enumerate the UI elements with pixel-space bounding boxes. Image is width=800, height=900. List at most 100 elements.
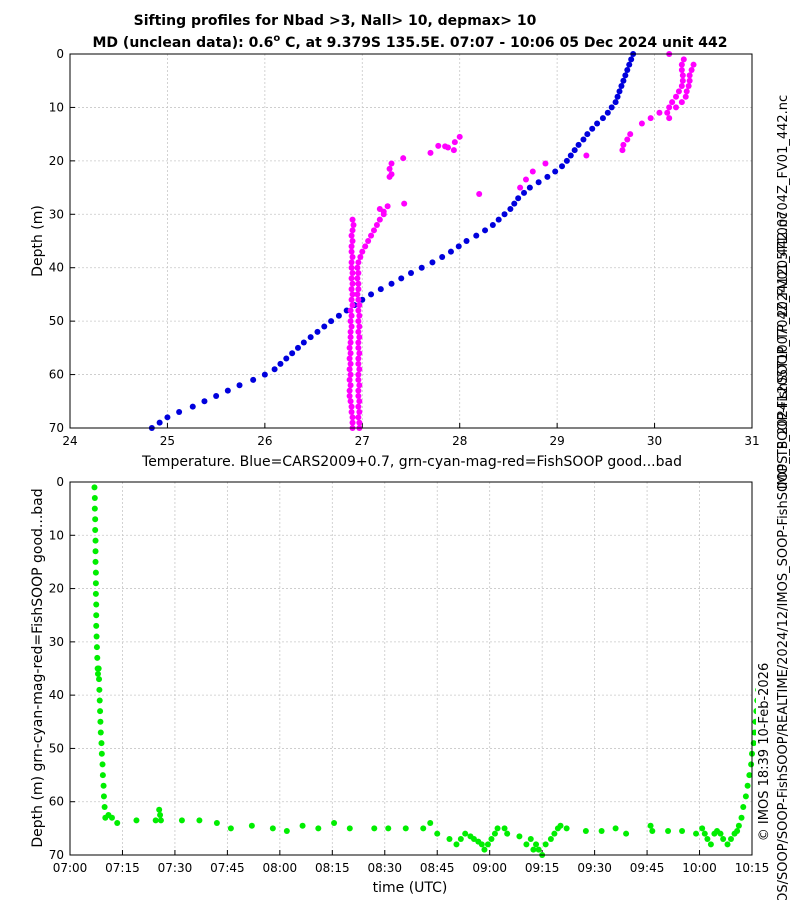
x-tick-label: 07:15	[105, 861, 140, 875]
y-tick-label: 50	[49, 741, 64, 755]
data-point	[248, 822, 255, 829]
data-point	[347, 334, 354, 341]
data-point	[768, 570, 774, 576]
data-point	[385, 825, 392, 832]
data-point	[515, 195, 522, 202]
y-tick-label: 40	[49, 688, 64, 702]
data-point	[476, 190, 483, 197]
data-point	[355, 414, 362, 421]
data-point	[321, 323, 328, 330]
data-point	[355, 360, 362, 367]
data-point	[349, 238, 356, 244]
data-point	[583, 152, 590, 159]
data-point	[328, 318, 335, 325]
data-point	[542, 841, 549, 848]
data-point	[517, 184, 524, 191]
data-point	[734, 828, 741, 835]
data-point	[623, 830, 630, 837]
top-y-axis-label: Depth (m)	[30, 205, 46, 277]
y-tick-label: 70	[49, 421, 64, 435]
data-point	[377, 286, 384, 293]
data-point	[679, 828, 686, 835]
data-point	[401, 200, 408, 207]
data-point	[388, 280, 395, 287]
data-point	[348, 286, 355, 293]
data-point	[91, 484, 98, 491]
data-point	[283, 355, 290, 362]
data-point	[619, 147, 626, 154]
data-point	[354, 291, 361, 298]
data-point	[571, 147, 578, 154]
data-point	[599, 115, 606, 122]
data-point	[666, 115, 673, 122]
data-point	[96, 686, 103, 693]
data-point	[94, 670, 101, 677]
data-point	[356, 408, 363, 415]
data-point	[91, 494, 98, 501]
x-tick-label: 07:45	[210, 861, 245, 875]
data-point	[376, 216, 383, 223]
data-point	[92, 537, 99, 544]
data-point	[473, 232, 480, 239]
data-point	[92, 526, 99, 533]
data-point	[97, 708, 104, 715]
data-point	[439, 254, 446, 261]
data-point	[156, 806, 163, 813]
data-point	[533, 841, 540, 848]
data-point	[156, 419, 163, 426]
data-point	[355, 318, 362, 325]
data-point	[521, 189, 528, 196]
data-point	[283, 828, 290, 835]
data-point	[354, 264, 361, 271]
data-point	[622, 72, 629, 79]
right-path-label: IMOS/SOOP/SOOP-FishSOOP/REALTIME/2024/12…	[776, 212, 791, 900]
data-point	[348, 312, 355, 319]
data-point	[680, 56, 687, 63]
data-point	[582, 828, 589, 835]
data-point	[355, 371, 362, 378]
data-point	[620, 141, 627, 148]
plot-area	[70, 482, 752, 855]
data-point	[269, 825, 276, 832]
data-point	[108, 814, 115, 821]
data-point	[563, 157, 570, 164]
data-point	[638, 120, 645, 127]
data-point	[535, 179, 542, 186]
data-point	[742, 793, 749, 800]
data-point	[152, 817, 159, 824]
data-point	[347, 350, 354, 357]
data-point	[388, 160, 395, 167]
data-point	[348, 264, 355, 271]
data-point	[616, 88, 623, 95]
data-point	[94, 654, 101, 661]
data-point	[455, 243, 462, 250]
data-point	[604, 109, 611, 116]
y-tick-label: 60	[49, 795, 64, 809]
data-point	[356, 323, 363, 330]
plot-frame	[69, 53, 753, 429]
data-point	[453, 841, 460, 848]
data-point	[348, 243, 355, 250]
data-point	[355, 344, 362, 351]
data-point	[348, 232, 355, 239]
y-tick-label: 50	[49, 314, 64, 328]
data-point	[701, 830, 708, 837]
data-point	[563, 825, 570, 832]
data-point	[289, 350, 296, 357]
data-point	[526, 184, 533, 191]
data-point	[427, 820, 434, 827]
data-point	[759, 634, 765, 640]
data-point	[96, 697, 103, 704]
data-point	[349, 254, 356, 261]
data-point	[647, 115, 654, 122]
data-point	[699, 825, 706, 832]
data-point	[359, 248, 366, 255]
data-point	[356, 419, 363, 426]
x-tick-label: 10:15	[735, 861, 770, 875]
data-point	[355, 270, 362, 277]
data-point	[224, 387, 231, 394]
data-point	[707, 841, 714, 848]
title-line-2-prefix: MD (unclean data): 0.6	[93, 35, 274, 51]
data-point	[478, 841, 485, 848]
data-point	[347, 339, 354, 346]
